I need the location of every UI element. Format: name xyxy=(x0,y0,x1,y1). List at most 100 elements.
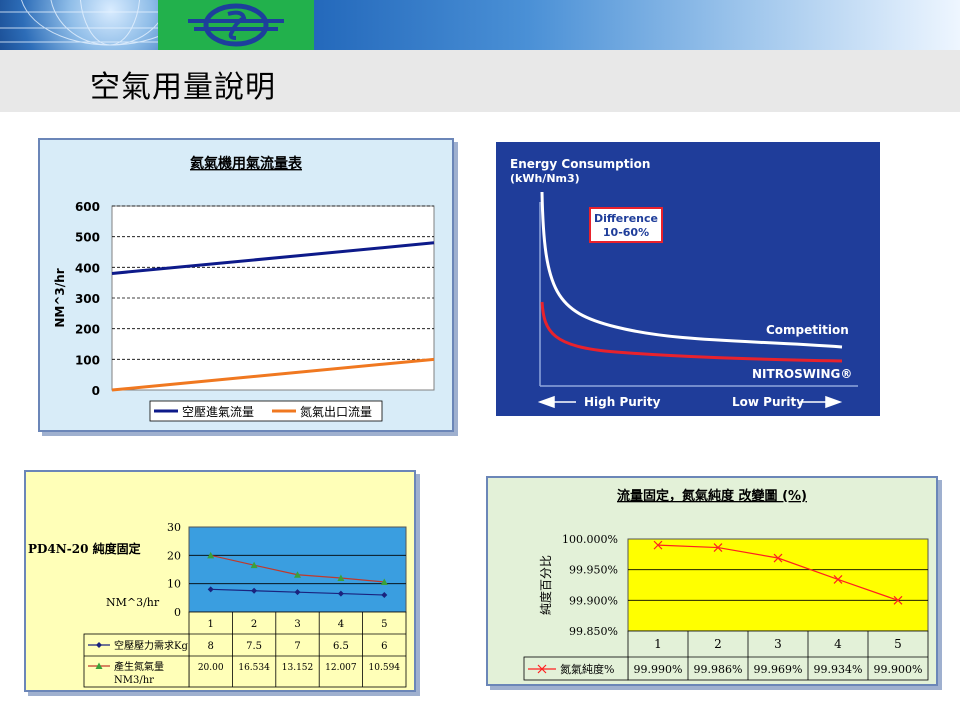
chart4-legend-label: 氮氣純度% xyxy=(560,662,614,676)
chart1-legend-box xyxy=(149,400,383,422)
chart3-ytick-label: 20 xyxy=(167,549,181,562)
chart4-category-label: 3 xyxy=(774,637,782,651)
chart2-panel: Energy Consumption (kWh/Nm3) Difference 10-… xyxy=(496,142,880,416)
chart4-data-label: 99.986% xyxy=(694,663,743,676)
chart3-data-label-s1: 8 xyxy=(208,641,214,652)
chart4-data-label: 99.969% xyxy=(754,663,803,676)
chart3-marker-s2-2 xyxy=(250,561,258,569)
company-logo xyxy=(158,0,314,50)
chart1-legend-label-1: 空壓進氣流量 xyxy=(182,405,254,419)
chart4-svg: 流量固定，氮氣純度 改變圖 (%) 100.000% 99.950% 99.900% 9… xyxy=(523,488,929,681)
chart3-svg: 30 20 10 0 PD4N-20 純度固定 NM^3/hr 1 2 3 4 5 空壓壓力需求Kg 產… xyxy=(28,521,407,688)
chart1-ytick-label: 200 xyxy=(75,323,100,337)
chart3-legend-marker-2 xyxy=(95,662,103,669)
chart1-ylabel: NM^3/hr xyxy=(53,268,67,327)
chart3-panel: 30 20 10 0 PD4N-20 純度固定 NM^3/hr 1 2 3 4 5 空壓壓力需求Kg 產… xyxy=(24,470,416,692)
chart1-ytick-label: 100 xyxy=(75,353,100,367)
chart3-data-label-s1: 7.5 xyxy=(246,641,262,652)
chart4-data-label: 99.900% xyxy=(874,663,923,676)
chart4-data-label: 99.934% xyxy=(814,663,863,676)
chart3-category-label: 5 xyxy=(381,619,387,630)
chart4-ytick-label: 100.000% xyxy=(562,533,618,546)
chart1-series-line-1 xyxy=(111,241,435,275)
chart4-ytick-label: 99.900% xyxy=(569,594,618,607)
chart2-difference-label: Difference xyxy=(594,212,658,225)
chart3-marker-s2-5 xyxy=(380,578,388,585)
chart3-ylabel: NM^3/hr xyxy=(106,596,160,609)
chart2-xlabel-right: Low Purity xyxy=(732,395,804,409)
chart1-ytick-label: 300 xyxy=(75,292,100,306)
chart2-nitroswing-label: NITROSWING® xyxy=(752,367,852,381)
chart3-ytick-label: 10 xyxy=(167,578,181,591)
chart3-marker-s1-1 xyxy=(207,586,214,593)
title-band xyxy=(0,50,960,112)
chart3-data-label-s2: 20.00 xyxy=(198,663,224,673)
chart3-marker-s1-5 xyxy=(381,592,388,598)
chart4-category-label: 1 xyxy=(654,637,662,651)
chart1-panel: 氦氣機用氣流量表 600 500 400 300 200 100 0 NM^3/hr 空壓進氣流量… xyxy=(38,138,454,432)
chart3-legend-label-1: 空壓壓力需求Kg xyxy=(114,639,188,652)
chart4-category-label: 4 xyxy=(834,637,842,651)
chart3-category-label: 1 xyxy=(208,619,214,630)
chart1-series-line-2 xyxy=(111,357,435,392)
chart3-marker-s1-2 xyxy=(251,587,258,594)
chart3-marker-s2-4 xyxy=(337,574,345,581)
page-title: 空氣用量說明 xyxy=(90,70,276,105)
chart2-arrow-left-icon xyxy=(537,395,576,409)
chart3-category-label: 3 xyxy=(294,619,300,630)
chart4-table-header-col xyxy=(523,656,629,681)
chart4-marker-1 xyxy=(653,540,663,550)
chart3-data-label-s2: 13.152 xyxy=(282,663,314,673)
chart4-legend-marker xyxy=(537,664,547,674)
chart4-ylabel: 純度百分比 xyxy=(538,555,553,615)
chart1-svg: 氦氣機用氣流量表 600 500 400 300 200 100 0 NM^3/hr 空壓進氣流量… xyxy=(53,155,435,422)
chart4-plot-area xyxy=(627,538,929,632)
chart4-category-label: 5 xyxy=(894,637,902,651)
chart3-marker-s2-1 xyxy=(207,551,215,559)
chart3-ytick-label: 30 xyxy=(167,521,181,534)
chart3-data-table xyxy=(188,611,407,688)
chart2-subtitle: (kWh/Nm3) xyxy=(510,172,580,185)
chart3-marker-s1-4 xyxy=(337,590,344,597)
chart4-category-label: 2 xyxy=(714,637,722,651)
chart2-arrow-right-icon xyxy=(800,395,843,409)
chart3-marker-s2-3 xyxy=(294,571,301,578)
chart4-data-table xyxy=(627,630,929,681)
chart3-marker-s1-3 xyxy=(294,589,301,596)
chart2-nitroswing-curve xyxy=(540,301,843,363)
chart1-ytick-label: 600 xyxy=(75,200,100,214)
chart4-marker-5 xyxy=(893,595,903,605)
chart3-category-label: 2 xyxy=(251,619,257,630)
chart1-ytick-label: 500 xyxy=(75,231,100,245)
chart1-legend-label-2: 氮氣出口流量 xyxy=(300,404,372,419)
chart4-panel: 流量固定，氮氣純度 改變圖 (%) 100.000% 99.950% 99.900% 9… xyxy=(486,476,938,686)
chart2-svg: Energy Consumption(kWh/Nm3) Difference10-… xyxy=(510,157,858,409)
chart3-legend-marker-1 xyxy=(96,642,102,648)
chart2-competition-curve xyxy=(540,191,843,349)
chart1-ytick-label: 400 xyxy=(75,261,100,275)
chart3-title: PD4N-20 純度固定 xyxy=(28,541,141,556)
chart2-title: Energy Consumption xyxy=(510,157,650,171)
chart4-data-label: 99.990% xyxy=(634,663,683,676)
globe-graphic xyxy=(0,0,158,50)
chart3-ytick-label: 0 xyxy=(174,606,181,619)
chart4-ytick-label: 99.950% xyxy=(569,564,618,577)
chart3-legend-label-2: 產生氮氣量 xyxy=(114,660,164,673)
chart1-ytick-label: 0 xyxy=(92,384,100,398)
chart4-marker-2 xyxy=(713,543,723,553)
chart4-marker-3 xyxy=(773,553,783,563)
chart2-competition-label: Competition xyxy=(766,323,849,337)
chart4-ytick-label: 99.850% xyxy=(569,625,618,638)
chart3-data-label-s1: 6.5 xyxy=(333,641,349,652)
chart3-plot-area xyxy=(188,526,407,613)
chart4-title: 流量固定，氮氣純度 改變圖 (%) xyxy=(617,488,807,504)
chart3-legend-label-2b: NM3/hr xyxy=(114,675,154,686)
globe-lines-icon xyxy=(0,0,158,46)
chart2-difference-box xyxy=(589,207,663,243)
chart2-xlabel-left: High Purity xyxy=(584,395,661,409)
chart3-data-label-s2: 16.534 xyxy=(238,663,270,673)
chart1-title: 氦氣機用氣流量表 xyxy=(190,155,303,172)
chart3-data-label-s1: 6 xyxy=(381,641,387,652)
chart3-category-label: 4 xyxy=(338,619,344,630)
chart3-table-header-col xyxy=(83,633,190,688)
